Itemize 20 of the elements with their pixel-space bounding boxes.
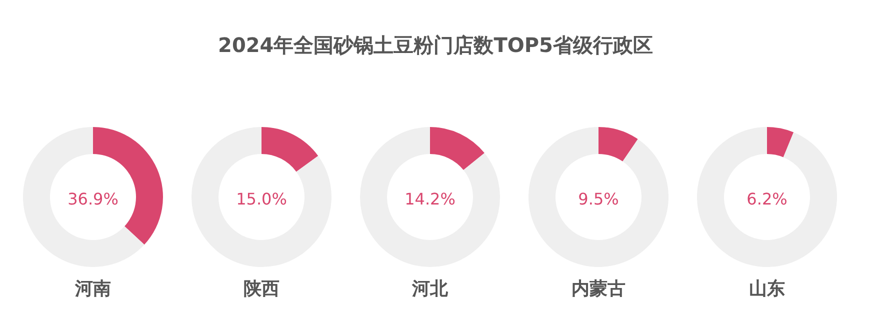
donut-slice: [262, 127, 318, 172]
text: 6.2%: [746, 190, 788, 208]
text: 36.9%: [68, 190, 118, 208]
text: 陕西: [244, 278, 280, 300]
donut-slice: [23, 127, 144, 267]
donut-slice: [767, 127, 794, 158]
donut-slice: [192, 127, 332, 267]
donut-slice: [528, 127, 668, 267]
donut-slice: [697, 127, 837, 267]
text: 河南: [74, 278, 111, 300]
text: 14.2%: [404, 190, 456, 208]
donut-slice: [598, 127, 638, 162]
text: 2024年全国砂锅土豆粉门店数TOP5省级行政区: [218, 33, 653, 57]
text: 河北: [411, 278, 449, 300]
text: 山东: [749, 278, 785, 300]
text: 内蒙古: [572, 278, 626, 300]
text: 9.5%: [578, 190, 619, 208]
text: 15.0%: [236, 190, 287, 208]
donut-slice: [360, 127, 500, 267]
donut-slice: [430, 127, 484, 170]
